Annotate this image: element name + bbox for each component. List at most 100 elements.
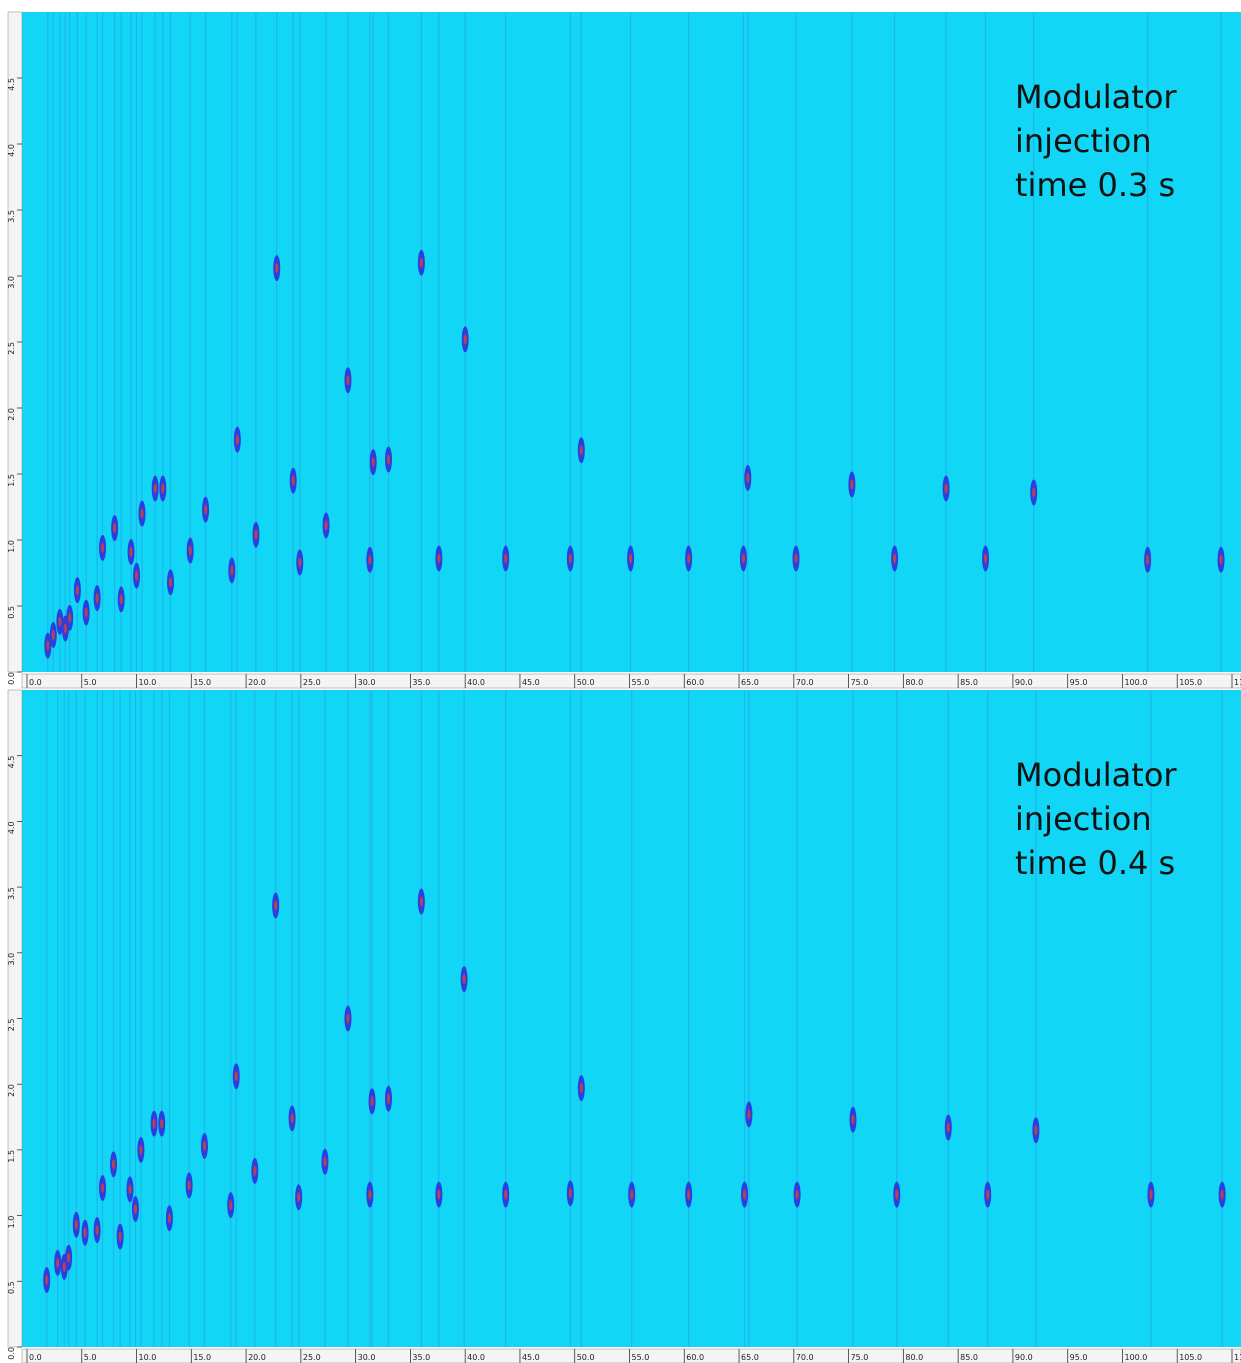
peak-core (95, 593, 99, 604)
peak-core (437, 1189, 441, 1200)
x-tick-label: 65.0 (741, 1353, 759, 1362)
y-tick-label: 3.5 (7, 887, 16, 900)
peak-core (187, 1180, 191, 1191)
x-tick-label: 25.0 (303, 678, 321, 687)
peak-core (235, 434, 239, 445)
x-tick-label: 25.0 (303, 1353, 321, 1362)
peak-core (230, 565, 234, 576)
x-tick-label: 55.0 (632, 678, 650, 687)
peak-core (254, 529, 258, 540)
x-tick-label: 35.0 (412, 1353, 430, 1362)
y-tick-label: 2.0 (7, 1084, 16, 1097)
y-tick-label: 1.5 (7, 474, 16, 487)
peak-core (119, 594, 123, 605)
peak-core (1146, 554, 1150, 565)
x-tick-label: 60.0 (686, 1353, 704, 1362)
peak-core (234, 1071, 238, 1082)
peak-core (895, 1189, 899, 1200)
peak-core (386, 1093, 391, 1104)
peak-core (298, 557, 302, 568)
peak-core (62, 1261, 66, 1272)
peak-core (203, 504, 208, 515)
peak-core (1219, 554, 1223, 565)
peak-core (128, 1184, 132, 1195)
peak-core (1034, 1125, 1038, 1136)
annotation: injection (1015, 122, 1152, 160)
x-tick-label: 70.0 (796, 678, 814, 687)
peak-core (139, 1144, 143, 1155)
annotation: time 0.3 s (1015, 166, 1175, 204)
x-axis-strip (21, 1348, 1241, 1363)
peak-core (346, 375, 350, 386)
x-tick-label: 85.0 (960, 1353, 978, 1362)
x-tick-label: 100.0 (1124, 678, 1147, 687)
peak-core (986, 1189, 990, 1200)
peak-core (687, 553, 691, 564)
peak-core (386, 454, 391, 465)
peak-core (893, 553, 897, 564)
peak-core (370, 1096, 374, 1107)
peak-core (152, 1118, 156, 1129)
peak-core (134, 570, 139, 581)
peak-core (100, 1183, 105, 1194)
peak-core (946, 1122, 950, 1133)
peak-core (291, 475, 295, 486)
y-tick-label: 2.5 (7, 342, 16, 355)
peak-core (1220, 1189, 1224, 1200)
x-tick-label: 75.0 (851, 1353, 869, 1362)
peak-core (504, 553, 508, 564)
x-tick-label: 100.0 (1124, 1353, 1147, 1362)
peak-core (74, 1219, 78, 1230)
peak-core (118, 1231, 122, 1242)
y-tick-label: 3.0 (7, 276, 16, 289)
y-tick-label: 1.0 (7, 540, 16, 553)
peak-core (324, 520, 328, 531)
x-tick-label: 75.0 (851, 678, 869, 687)
peak-core (419, 257, 423, 268)
peak-core (67, 1252, 71, 1263)
x-tick-label: 55.0 (632, 1353, 650, 1362)
peak-core (113, 523, 117, 534)
y-tick-label: 4.0 (7, 144, 16, 157)
peak-core (153, 483, 157, 494)
x-tick-label: 90.0 (1015, 1353, 1033, 1362)
peak-core (630, 1189, 634, 1200)
peak-core (579, 445, 583, 456)
peak-core (100, 542, 105, 553)
peak-core (1032, 487, 1036, 498)
peak-core (75, 585, 79, 596)
x-axis-strip (21, 673, 1241, 689)
x-tick-label: 30.0 (358, 678, 376, 687)
peak-core (58, 616, 62, 627)
x-tick-label: 50.0 (577, 678, 595, 687)
annotation: Modulator (1015, 756, 1177, 794)
peak-core (371, 457, 375, 468)
peak-core (346, 1013, 350, 1024)
x-tick-label: 65.0 (741, 678, 759, 687)
peak-core (63, 623, 67, 634)
peak-core (274, 900, 278, 911)
peak-core (129, 546, 133, 557)
peak-core (46, 640, 50, 651)
peak-core (253, 1165, 257, 1176)
peak-core (111, 1159, 116, 1170)
peak-core (983, 553, 988, 564)
peak-core (68, 612, 72, 623)
x-tick-label: 90.0 (1015, 678, 1033, 687)
peak-core (45, 1274, 49, 1285)
x-tick-label: 20.0 (248, 678, 266, 687)
peak-core (462, 974, 466, 985)
y-tick-label: 3.5 (7, 210, 16, 223)
x-tick-label: 5.0 (84, 1353, 97, 1362)
x-tick-label: 80.0 (905, 678, 923, 687)
peak-core (1149, 1189, 1153, 1200)
peak-core (746, 472, 750, 483)
y-tick-label: 1.5 (7, 1150, 16, 1163)
x-tick-label: 15.0 (193, 678, 211, 687)
peak-core (290, 1113, 294, 1124)
x-tick-label: 35.0 (412, 678, 430, 687)
x-tick-label: 105.0 (1179, 678, 1202, 687)
peak-core (742, 1189, 747, 1200)
peak-core (323, 1156, 327, 1167)
